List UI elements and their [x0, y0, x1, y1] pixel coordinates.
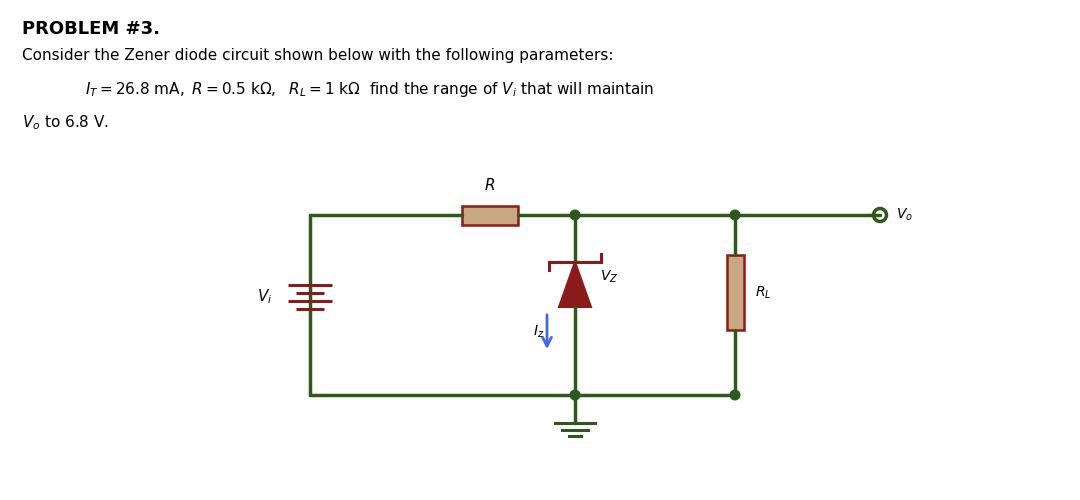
- Polygon shape: [559, 262, 591, 307]
- Bar: [727, 255, 743, 330]
- Circle shape: [730, 390, 740, 400]
- Text: PROBLEM #3.: PROBLEM #3.: [22, 20, 160, 38]
- Text: $V_o$ to 6.8 V.: $V_o$ to 6.8 V.: [22, 113, 109, 132]
- Circle shape: [570, 390, 580, 400]
- Circle shape: [730, 210, 740, 220]
- Text: $R_L$: $R_L$: [755, 284, 771, 300]
- Text: $V_Z$: $V_Z$: [600, 268, 619, 284]
- Circle shape: [570, 210, 580, 220]
- Text: $V_o$: $V_o$: [896, 207, 913, 223]
- Text: $I_z$: $I_z$: [532, 324, 544, 340]
- Text: $I_T = 26.8\ \mathrm{mA},\ R = 0.5\ \mathrm{k\Omega},\ \ R_L = 1\ \mathrm{k\Omeg: $I_T = 26.8\ \mathrm{mA},\ R = 0.5\ \mat…: [85, 80, 654, 99]
- Text: $R$: $R$: [485, 177, 496, 193]
- Text: $V_i$: $V_i$: [257, 288, 272, 306]
- Text: Consider the Zener diode circuit shown below with the following parameters:: Consider the Zener diode circuit shown b…: [22, 48, 613, 63]
- Bar: [462, 206, 518, 225]
